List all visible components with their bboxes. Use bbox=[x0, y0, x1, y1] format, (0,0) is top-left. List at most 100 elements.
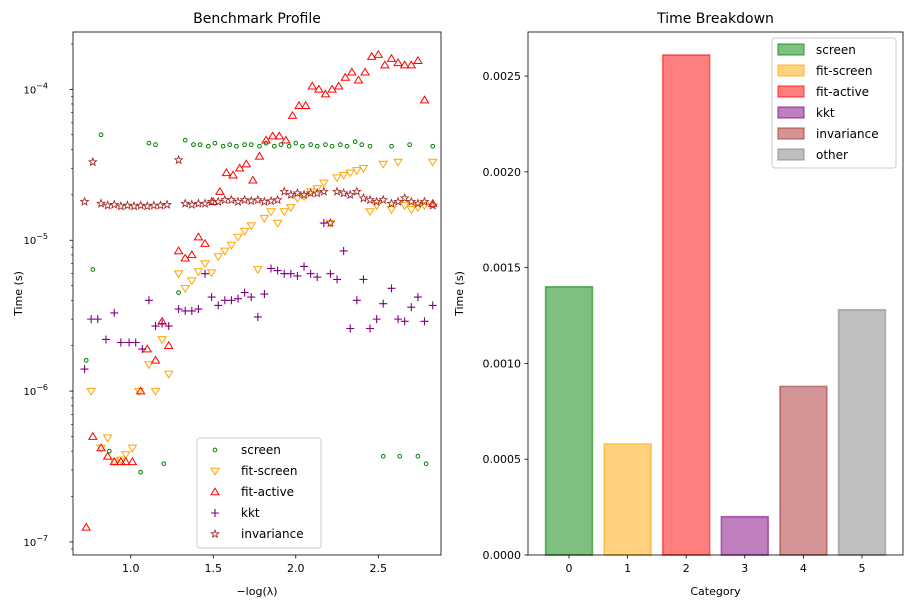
data-point bbox=[399, 192, 410, 203]
data-point bbox=[150, 355, 161, 364]
data-point bbox=[273, 266, 282, 275]
legend-label: screen bbox=[241, 443, 281, 457]
legend-marker bbox=[210, 467, 220, 476]
data-point bbox=[193, 268, 204, 277]
data-point bbox=[219, 194, 230, 205]
data-point bbox=[90, 267, 96, 272]
data-point bbox=[176, 290, 181, 295]
legend-label: fit-screen bbox=[241, 464, 297, 478]
data-point bbox=[239, 227, 250, 236]
data-point bbox=[102, 451, 113, 460]
data-point bbox=[419, 196, 430, 206]
data-point bbox=[380, 453, 386, 459]
data-point bbox=[393, 58, 403, 67]
bar-kkt bbox=[720, 515, 770, 556]
data-point bbox=[234, 143, 239, 149]
legend-marker bbox=[212, 447, 218, 453]
data-point bbox=[214, 301, 223, 310]
data-point bbox=[325, 217, 336, 228]
legend-label: kkt bbox=[241, 506, 260, 520]
data-point bbox=[407, 142, 413, 148]
series-fit-active bbox=[81, 49, 438, 531]
data-point bbox=[329, 143, 335, 149]
data-point bbox=[257, 143, 262, 149]
data-point bbox=[239, 194, 250, 205]
data-point bbox=[300, 262, 309, 271]
data-point bbox=[347, 67, 357, 76]
data-point bbox=[313, 84, 324, 93]
data-point bbox=[191, 142, 196, 148]
data-point bbox=[186, 199, 197, 209]
data-point bbox=[151, 322, 160, 331]
data-point bbox=[386, 206, 397, 215]
data-point bbox=[319, 219, 328, 228]
bar-screen bbox=[544, 285, 594, 556]
data-point bbox=[278, 142, 284, 148]
x-tick-label: 3 bbox=[741, 562, 748, 575]
data-point bbox=[234, 163, 245, 172]
data-point bbox=[127, 457, 138, 466]
data-point bbox=[267, 131, 278, 140]
data-point bbox=[399, 60, 410, 69]
x-axis-label: Category bbox=[690, 585, 741, 598]
data-point bbox=[427, 198, 438, 207]
data-point bbox=[366, 51, 377, 60]
data-point bbox=[413, 55, 423, 64]
data-point bbox=[129, 200, 140, 211]
data-point bbox=[187, 306, 196, 315]
data-point bbox=[326, 269, 335, 278]
data-point bbox=[415, 453, 421, 459]
data-point bbox=[307, 81, 318, 90]
data-point bbox=[162, 199, 173, 209]
data-point bbox=[366, 324, 375, 333]
data-point bbox=[339, 246, 348, 255]
plot-frame bbox=[527, 31, 904, 556]
data-point bbox=[358, 164, 369, 174]
data-point bbox=[372, 315, 381, 324]
data-point bbox=[274, 131, 285, 140]
data-point bbox=[345, 169, 356, 178]
data-point bbox=[393, 158, 403, 167]
data-point bbox=[323, 142, 328, 148]
plot-frame bbox=[72, 31, 442, 556]
legend-swatch bbox=[777, 148, 805, 161]
legend-box bbox=[196, 437, 322, 549]
data-point bbox=[427, 158, 438, 167]
data-point bbox=[340, 72, 351, 81]
data-point bbox=[109, 458, 120, 467]
data-point bbox=[394, 315, 403, 324]
bar-invariance bbox=[779, 385, 828, 556]
data-point bbox=[98, 132, 104, 138]
data-point bbox=[358, 192, 369, 203]
data-point bbox=[201, 269, 210, 278]
data-point bbox=[134, 387, 144, 396]
x-tick-label: 1 bbox=[624, 562, 631, 575]
data-point bbox=[332, 186, 343, 196]
x-tick-label: 2.0 bbox=[287, 562, 305, 575]
data-point bbox=[131, 338, 140, 347]
data-point bbox=[146, 140, 152, 146]
bar-panel: Time Breakdown 0.0000 0.0005 0.0010 0.0015 0.… bbox=[453, 11, 904, 598]
data-point bbox=[87, 431, 98, 440]
data-point bbox=[106, 448, 112, 454]
data-point bbox=[286, 269, 295, 278]
data-point bbox=[386, 198, 397, 208]
data-point bbox=[186, 277, 197, 286]
data-point bbox=[102, 200, 113, 210]
data-point bbox=[226, 241, 237, 250]
data-point bbox=[96, 444, 106, 453]
chart-title: Benchmark Profile bbox=[193, 11, 321, 27]
data-point bbox=[240, 288, 249, 297]
data-point bbox=[102, 434, 113, 443]
data-point bbox=[109, 199, 120, 209]
data-point bbox=[352, 296, 361, 305]
data-point bbox=[373, 49, 384, 58]
data-point bbox=[292, 194, 303, 203]
data-point bbox=[219, 247, 230, 256]
data-point bbox=[266, 208, 276, 217]
data-point bbox=[122, 200, 133, 210]
data-point bbox=[267, 264, 276, 273]
x-tick-label: 0 bbox=[566, 562, 573, 575]
data-point bbox=[193, 232, 204, 241]
data-point bbox=[213, 253, 224, 262]
